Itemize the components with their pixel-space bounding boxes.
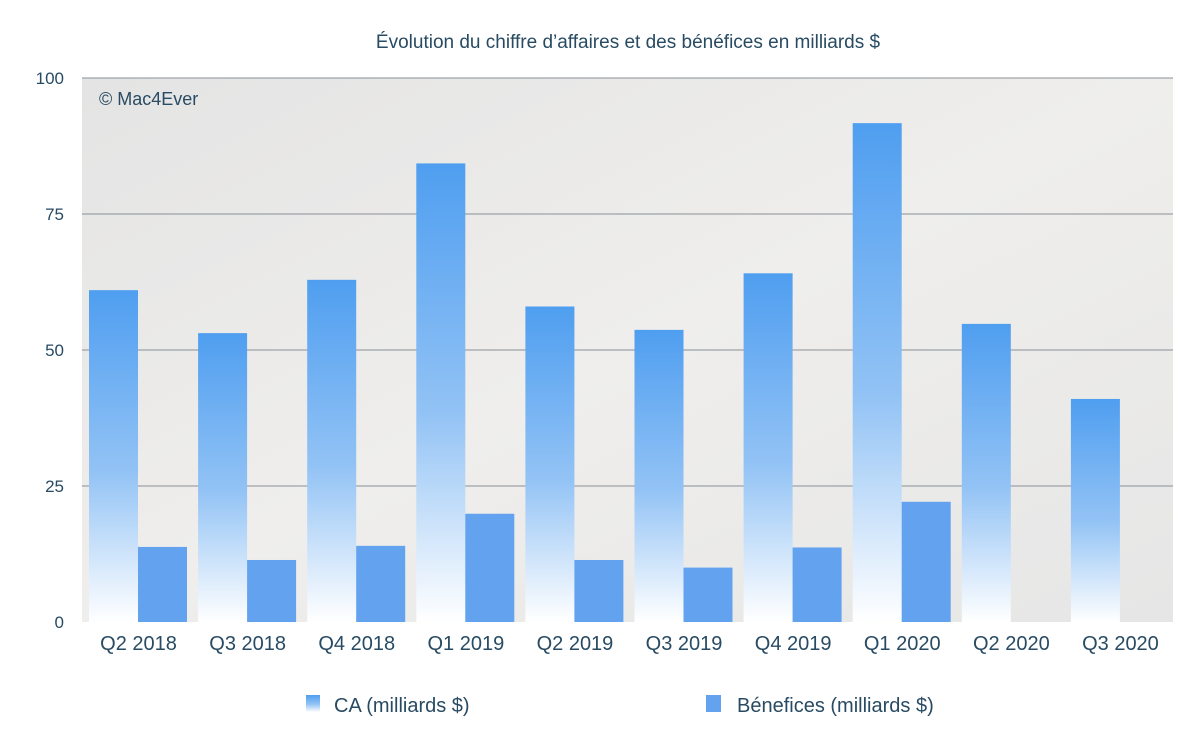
- bar-benefices: [138, 546, 187, 622]
- x-tick-label: Q4 2018: [318, 633, 395, 655]
- bar-ca: [89, 290, 138, 622]
- bar-ca: [961, 323, 1011, 622]
- bar-ca: [416, 163, 466, 622]
- x-tick-label: Q2 2019: [537, 633, 614, 655]
- bar-ca: [307, 279, 357, 622]
- bar-ca: [634, 329, 684, 622]
- bar-benefices: [356, 545, 406, 622]
- x-tick-label: Q2 2020: [973, 633, 1050, 655]
- watermark: © Mac4Ever: [99, 89, 198, 109]
- y-tick-label: 25: [45, 477, 64, 496]
- bar-benefices: [901, 501, 951, 622]
- y-tick-label: 0: [55, 613, 64, 632]
- legend-swatch-ca: [306, 695, 320, 712]
- chart-title: Évolution du chiffre d’affaires et des b…: [376, 32, 881, 53]
- x-tick-label: Q4 2019: [755, 633, 832, 655]
- bar-ca: [1070, 398, 1120, 622]
- y-tick-label: 50: [45, 341, 64, 360]
- legend-label-benefices: Bénefices (milliards $): [737, 695, 934, 717]
- x-tick-label: Q3 2020: [1082, 633, 1159, 655]
- legend-swatch-benefices: [706, 695, 721, 712]
- x-tick-label: Q2 2018: [100, 633, 177, 655]
- bar-ca: [198, 333, 248, 622]
- bar-ca: [743, 273, 793, 622]
- bar-benefices: [574, 559, 624, 622]
- y-tick-label: 75: [45, 205, 64, 224]
- x-tick-label: Q3 2018: [209, 633, 286, 655]
- x-tick-label: Q1 2020: [864, 633, 941, 655]
- bar-benefices: [792, 547, 842, 622]
- bar-benefices: [683, 567, 733, 622]
- bar-ca: [852, 123, 902, 622]
- legend-label-ca: CA (milliards $): [334, 695, 470, 717]
- bar-benefices: [465, 513, 515, 622]
- x-tick-label: Q3 2019: [646, 633, 723, 655]
- x-tick-label: Q1 2019: [427, 633, 504, 655]
- y-tick-label: 100: [36, 69, 64, 88]
- bar-benefices: [247, 559, 297, 622]
- bar-ca: [525, 306, 575, 622]
